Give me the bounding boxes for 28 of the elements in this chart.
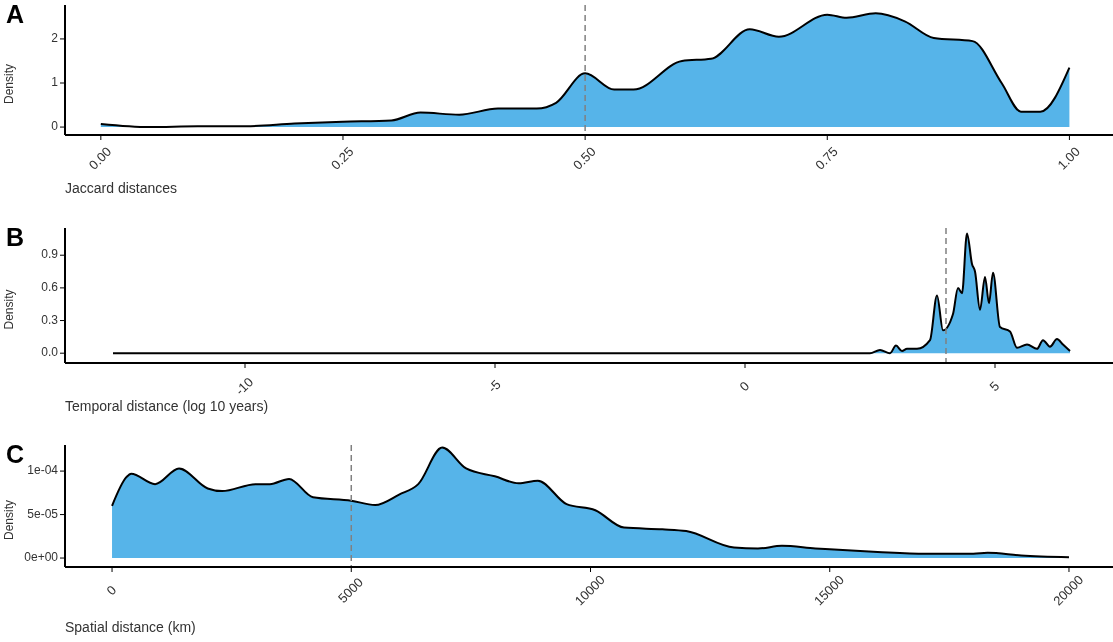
y-tick-label: 1e-04: [27, 463, 59, 478]
y-tick-label: 0.0: [41, 345, 59, 360]
chart-title: C: [6, 440, 25, 468]
x-tick-label: 5: [986, 378, 1003, 395]
y-tick-label: 0.3: [41, 312, 59, 327]
y-tick-label: 0e+00: [24, 550, 59, 565]
x-tick-label: 0.50: [570, 144, 599, 173]
y-axis-title: Density: [2, 289, 16, 330]
y-tick-label: 0.6: [41, 280, 59, 295]
x-tick-label: -10: [232, 374, 257, 399]
y-tick-label: 5e-05: [27, 506, 59, 521]
y-tick-label: 0: [51, 119, 59, 134]
x-tick-label: 0: [103, 582, 120, 599]
y-axis-title: Density: [2, 63, 16, 105]
x-tick-label: 0.75: [812, 144, 841, 173]
x-axis-title: Jaccard distances: [65, 180, 178, 196]
x-axis-title: Spatial distance (km): [65, 619, 196, 635]
x-tick-label: 0: [736, 378, 753, 395]
y-tick-label: 0.9: [41, 247, 59, 262]
chart-title: A: [6, 0, 25, 28]
x-tick-label: -5: [484, 376, 504, 396]
y-axis-title: Density: [2, 499, 16, 541]
x-axis-title: Temporal distance (log 10 years): [65, 398, 269, 414]
x-tick-label: 0.25: [327, 144, 357, 173]
y-tick-label: 2: [51, 31, 59, 46]
chart-title: B: [6, 223, 25, 251]
y-tick-label: 1: [51, 75, 59, 90]
x-tick-label: 0.00: [85, 144, 115, 173]
